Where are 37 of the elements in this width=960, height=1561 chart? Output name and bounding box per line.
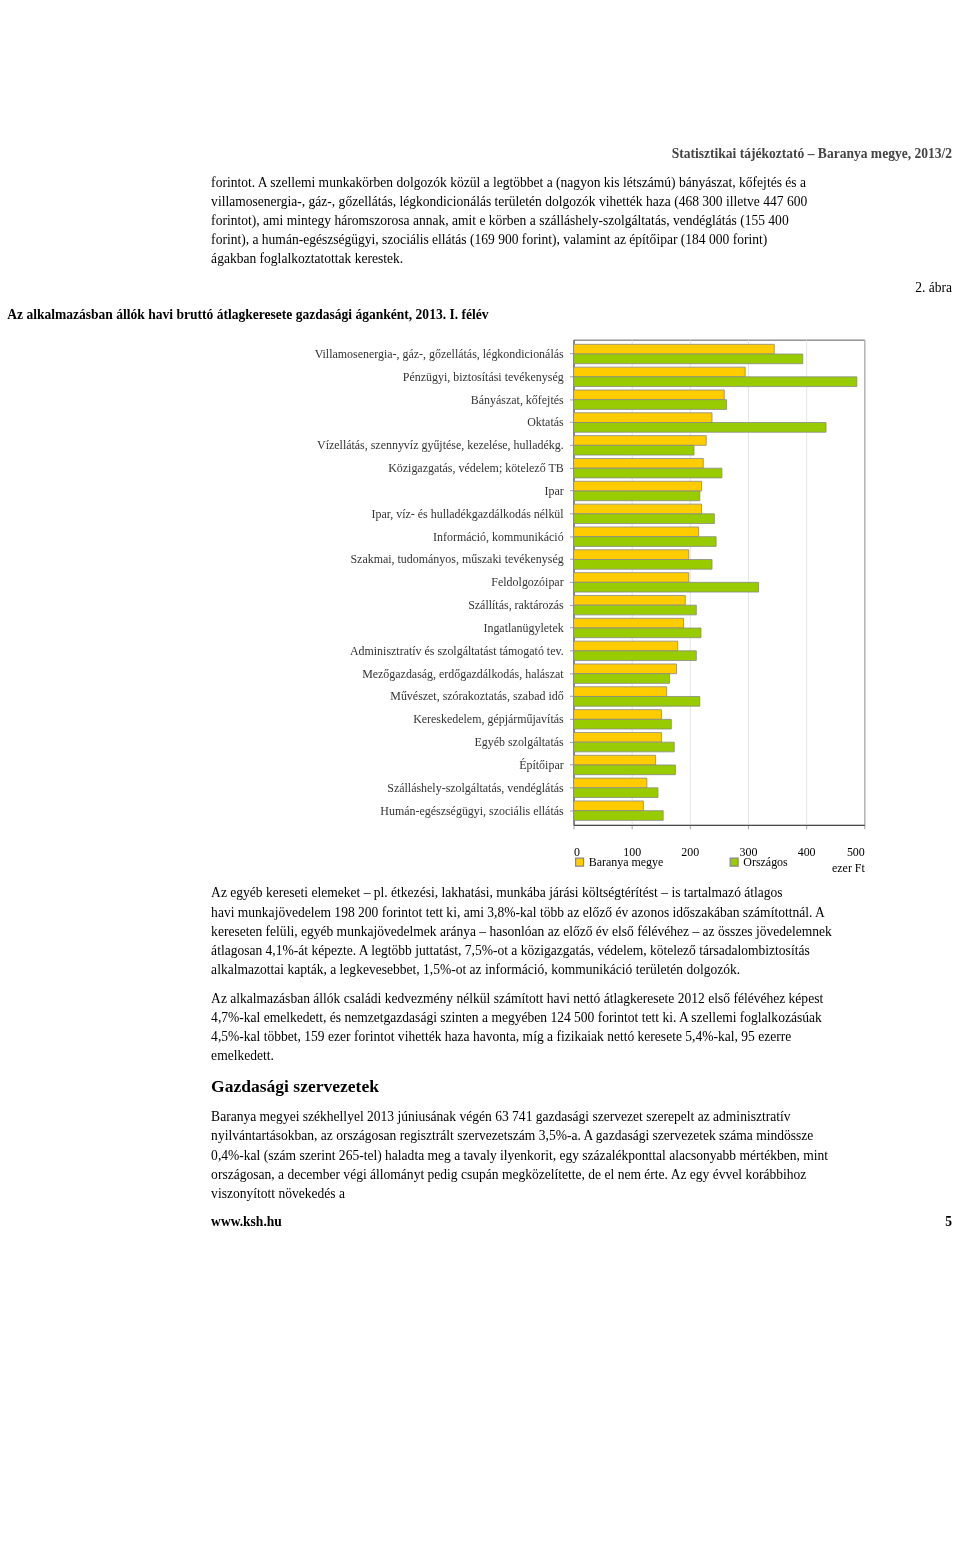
text: 2. ábra [915,279,953,295]
y-tick-label: Villamosenergia-, gáz-, gőzellátás, légkondicionálás [314,347,564,361]
y-tick-label: Szakmai, tudományos, műszaki tevékenység [350,552,564,567]
y-tick-label: Egyéb szolgáltatás [474,735,564,750]
y-tick-label: Oktatás [527,415,564,430]
y-tick-label: Szállítás, raktározás [468,598,564,613]
y-tick-label: Építőipar [519,757,564,772]
y-tick-label: Vízellátás, szennyvíz gyűjtése, kezelése, hulladékg. [317,438,564,453]
y-tick-label: Művészet, szórakoztatás, szabad idő [390,689,564,704]
x-axis-title: ezer Ft [831,860,866,875]
y-tick-label: Bányászat, kőfejtés [470,392,564,407]
y-tick-label: Közigazgatás, védelem; kötelező TB [388,461,564,476]
text: 5 [945,1214,953,1230]
y-tick-label: Feldolgozóipar [491,575,564,590]
text: www.ksh.hu [211,1214,283,1230]
y-tick-label: Pénzügyi, biztosítási tevékenység [402,369,564,384]
y-tick-label: Információ, kommunikáció [433,529,564,544]
x-tick-label: 0 [574,845,581,860]
y-tick-label: Adminisztratív és szolgáltatást támogató tev. [349,643,564,658]
y-tick-label: Szálláshely-szolgáltatás, vendéglátás [387,780,564,795]
x-tick-label: 500 [846,845,865,860]
text: forintot. A szellemi munkakörben dolgozók közül a legtöbbet a (nagyon kis létszámú) bányászat, kőfejtés és a villamosenergia-, gáz-, gőzellátás, légkondicionálás területén dolgozók vihették haza (468 300 illetve 447 600 forintot), ami mintegy háromszorosa annak, amit e körben a szálláshely-szolgáltatás, vendéglátás (155 400 forint), a humán-egészségügyi, szociális ellátás (169 900 forint), valamint az építőipar (184 000 forint) ágakban foglalkoztatottak kerestek. [211,174,808,267]
text: Statisztikai tájékoztató – Baranya megye, 2013/2 [671,146,953,162]
y-tick-label: Ipar, víz- és hulladékgazdálkodás nélkül [371,506,565,521]
y-tick-label: Ingatlanügyletek [483,620,564,635]
x-tick-label: 200 [681,845,700,860]
text: Az egyéb kereseti elemeket – pl. étkezési, lakhatási, munkába járási költségtérítést – is tartalmazó átlagos havi munkajövedelem 198 200 forintot tett ki, ami 3,8%-kal több az előző év azonos időszakában számítottnál. A kereseten felüli, egyéb munkajövedelmek aránya – hasonlóan az előző év első félévéhez – az összes jövedelemnek átlagosan 4,1%-át képezte. A legtöbb juttatást, 7,5%-ot a közigazgatás, védelem, kötelező társadalombiztosítás alkalmazottai kapták, a legkevesebbet, 1,5%-ot az információ, kommunikáció területén dolgozók. [211,885,833,977]
text: Az alkalmazásban állók havi bruttó átlagkeresete gazdasági áganként, 2013. I. félév [7,307,489,323]
y-tick-label: Ipar [544,483,564,498]
y-tick-label: Mezőgazdaság, erdőgazdálkodás, halászat [362,666,565,681]
x-tick-label: 400 [797,845,816,860]
legend-label: Országos [743,855,789,870]
y-tick-label: Kereskedelem, gépjárműjavítás [413,712,565,727]
text: Baranya megyei székhellyel 2013 júniusának végén 63 741 gazdasági szervezet szerepelt az adminisztratív nyilvántartásokban, az országosan regisztrált szervezetszám 3,5%-a. A gazdasági szervezetek száma mindössze 0,4%-kal (szám szerint 265-tel) haladta meg a tavaly ilyenkorit, egy százalékponttal alacsonyabb mértékben, mint országosan, a december végi állományt pedig csupán megközelítette, de el nem érte. Az egy évvel korábbihoz viszonyított növekedés a [211,1109,829,1201]
y-tick-label: Humán-egészségügyi, szociális ellátás [380,803,565,818]
text: Gazdasági szervezetek [211,1076,380,1097]
text: Az alkalmazásban állók családi kedvezmény nélkül számított havi nettó átlagkeresete 2012 első félévéhez képest 4,7%-kal emelkedett, és nemzetgazdasági szinten a megyében 124 500 forintot tett ki. A szellemi foglalkozásúak 4,5%-kal többet, 159 ezer forintot vihették haza havonta, míg a fizikaiak nettó keresete 5,4%-kal, 95 ezerre emelkedett. [211,990,824,1063]
